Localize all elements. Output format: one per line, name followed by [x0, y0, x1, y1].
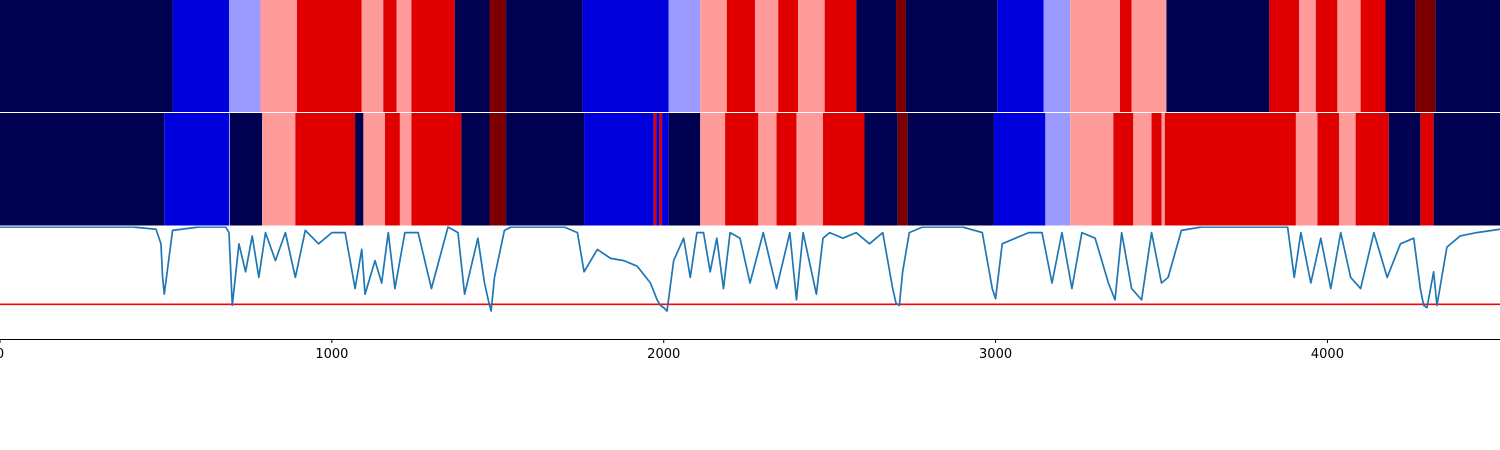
segment-row1-5: [361, 0, 384, 112]
segment-row1-31: [1315, 0, 1338, 112]
segment-row1-0: [0, 0, 173, 112]
segment-row1-23: [997, 0, 1044, 112]
segment-row2-20: [700, 113, 726, 226]
segment-row2-15: [653, 113, 657, 226]
segment-row2-32: [1113, 113, 1134, 226]
segment-row2-7: [363, 113, 385, 226]
segment-row1-36: [1435, 0, 1500, 112]
segment-row1-6: [383, 0, 397, 112]
segment-row2-19: [668, 113, 701, 226]
segment-row2-36: [1164, 113, 1296, 226]
segment-row1-15: [726, 0, 755, 112]
row-separators: [0, 112, 1500, 227]
segment-row2-30: [1045, 113, 1071, 226]
segment-row1-24: [1043, 0, 1071, 112]
x-tick-label-1000: 1000: [315, 347, 348, 362]
segment-row1-9: [454, 0, 490, 112]
segment-row1-28: [1166, 0, 1270, 112]
segment-row2-31: [1070, 113, 1114, 226]
segment-row1-13: [668, 0, 701, 112]
segment-row2-27: [897, 113, 908, 226]
segment-row2-22: [758, 113, 777, 226]
segment-row2-10: [411, 113, 462, 226]
segment-row1-35: [1415, 0, 1436, 112]
segment-row2-1: [164, 113, 229, 226]
segment-row2-35: [1161, 113, 1165, 226]
segment-row2-11: [461, 113, 490, 226]
segment-row1-20: [856, 0, 897, 112]
segment-row2-37: [1295, 113, 1318, 226]
segment-row2-12: [489, 113, 507, 226]
segment-row2-43: [1433, 113, 1500, 226]
segment-row1-10: [489, 0, 507, 112]
segment-row1-29: [1269, 0, 1300, 112]
x-tick-label-4000: 4000: [1311, 347, 1344, 362]
segment-row1-17: [778, 0, 799, 112]
segment-row2-38: [1317, 113, 1340, 226]
segment-row2-6: [355, 113, 364, 226]
segment-row2-18: [662, 113, 669, 226]
segment-row1-3: [260, 0, 298, 112]
segment-row2-13: [506, 113, 585, 226]
segment-row1-22: [905, 0, 998, 112]
segment-row1-1: [172, 0, 229, 112]
segment-row1-25: [1070, 0, 1121, 112]
segment-row2-17: [659, 113, 663, 226]
x-tick-label-0: 0: [0, 347, 4, 362]
segmentation-row-2: [0, 113, 1500, 226]
segment-row1-14: [700, 0, 727, 112]
segment-row2-28: [907, 113, 994, 226]
x-axis: 0 1000 2000 3000 4000: [0, 339, 1344, 362]
segment-row1-11: [506, 0, 583, 112]
signal-panel: [0, 226, 1500, 340]
segment-row1-12: [582, 0, 669, 112]
segment-row1-27: [1131, 0, 1167, 112]
segment-row1-16: [754, 0, 779, 112]
segment-row1-18: [798, 0, 825, 112]
segment-row2-42: [1420, 113, 1434, 226]
segment-row1-26: [1120, 0, 1132, 112]
segment-row2-33: [1133, 113, 1152, 226]
segment-row2-4: [262, 113, 296, 226]
segment-row2-41: [1388, 113, 1421, 226]
segment-row1-19: [824, 0, 857, 112]
segment-row2-23: [776, 113, 797, 226]
signal-line: [0, 226, 1500, 312]
segment-row2-29: [993, 113, 1046, 226]
segment-row2-14: [584, 113, 654, 226]
segment-row2-16: [656, 113, 660, 226]
segment-row2-3: [229, 113, 263, 226]
segment-row2-26: [864, 113, 898, 226]
segment-row2-24: [796, 113, 824, 226]
segment-row1-30: [1299, 0, 1316, 112]
segment-row2-34: [1151, 113, 1162, 226]
segment-row2-0: [0, 113, 165, 226]
segment-row2-39: [1339, 113, 1356, 226]
segmentation-row-1: [0, 0, 1500, 112]
x-tick-label-2000: 2000: [647, 347, 680, 362]
x-tick-label-3000: 3000: [979, 347, 1012, 362]
segment-row1-4: [297, 0, 362, 112]
segment-row2-21: [725, 113, 759, 226]
segment-row2-8: [384, 113, 400, 226]
segment-row1-21: [896, 0, 906, 112]
segment-row2-2: [228, 113, 230, 226]
segment-row1-32: [1337, 0, 1361, 112]
segment-row1-2: [228, 0, 261, 112]
segment-row2-40: [1355, 113, 1389, 226]
segment-row1-33: [1360, 0, 1386, 112]
segment-row2-25: [823, 113, 865, 226]
segment-row1-7: [396, 0, 412, 112]
segment-row2-9: [399, 113, 412, 226]
segment-row1-34: [1385, 0, 1416, 112]
segment-row1-8: [411, 0, 455, 112]
segment-row2-5: [295, 113, 356, 226]
